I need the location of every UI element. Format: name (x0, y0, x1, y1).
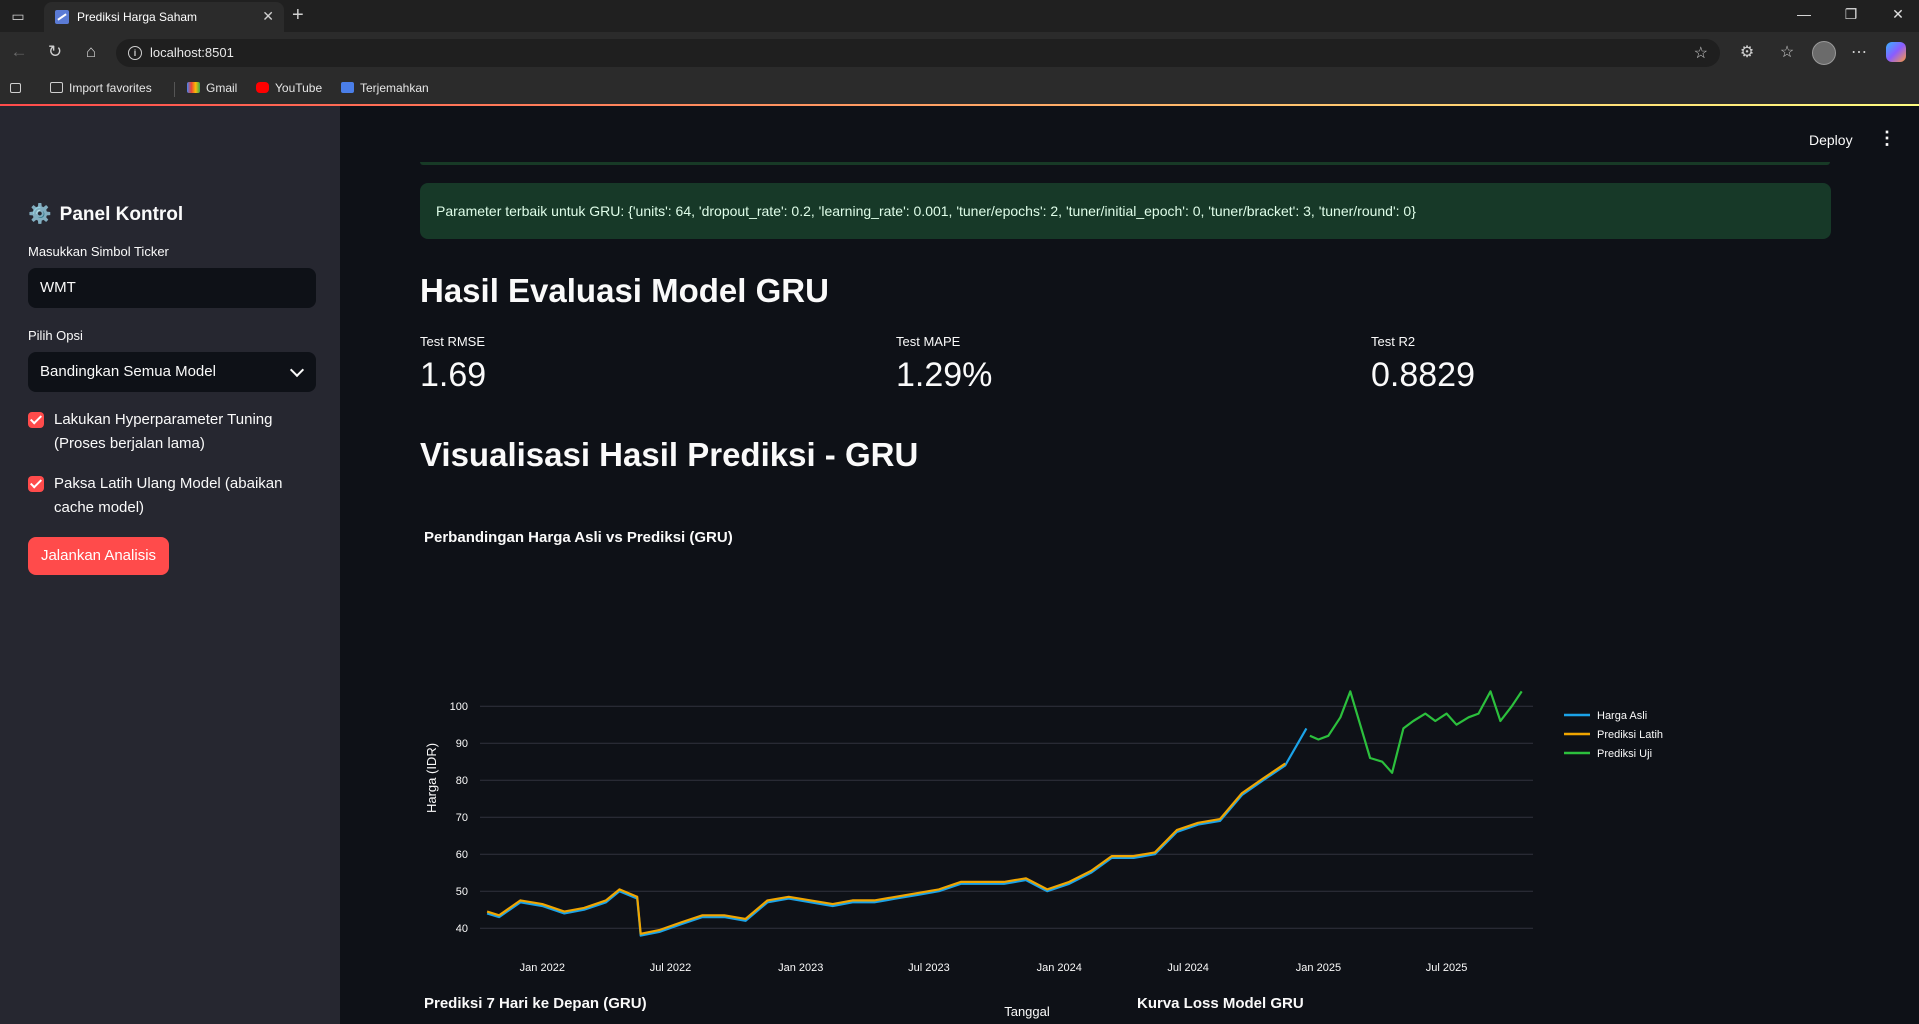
minimize-icon[interactable]: — (1797, 6, 1811, 22)
gear-icon: ⚙️ (28, 204, 52, 225)
main-content: Deploy ⋮ Parameter terbaik untuk GRU: {'… (340, 106, 1919, 1024)
legend-label: Harga Asli (1597, 710, 1647, 722)
translate-icon (341, 82, 354, 93)
option-label: Pilih Opsi (28, 328, 83, 343)
deploy-button[interactable]: Deploy (1809, 132, 1853, 148)
x-tick-label: Jan 2023 (778, 962, 823, 974)
option-select-value: Bandingkan Semua Model (40, 363, 216, 380)
metric-value: 1.69 (420, 356, 487, 394)
loss-title: Kurva Loss Model GRU (1137, 995, 1304, 1012)
y-tick-label: 60 (456, 849, 468, 861)
bookmark-gmail[interactable]: Gmail (187, 81, 237, 95)
bookmark-separator (174, 82, 175, 97)
browser-tab[interactable]: Prediksi Harga Saham ✕ (44, 2, 284, 32)
series-harga-asli (486, 727, 1308, 937)
y-tick-label: 70 (456, 812, 468, 824)
reading-list-icon[interactable] (10, 81, 27, 95)
back-icon[interactable]: ← (10, 42, 28, 61)
series-prediksi-uji (1309, 690, 1523, 774)
bookmark-import-favorites[interactable]: Import favorites (50, 81, 152, 95)
tuning-checkbox-label[interactable]: Lakukan Hyperparameter Tuning (Proses be… (54, 411, 273, 452)
run-analysis-button[interactable]: Jalankan Analisis (28, 537, 169, 575)
legend-label: Prediksi Latih (1597, 729, 1663, 741)
x-tick-label: Jul 2022 (650, 962, 692, 974)
x-tick-label: Jan 2025 (1296, 962, 1341, 974)
retrain-checkbox[interactable] (28, 476, 44, 492)
sidebar: ⚙️ Panel Kontrol Masukkan Simbol Ticker W… (0, 106, 340, 1024)
home-icon[interactable]: ⌂ (85, 42, 97, 61)
url-field[interactable]: i localhost:8501 ☆ (116, 39, 1720, 67)
chart-favicon-icon (55, 10, 69, 24)
favorite-star-icon[interactable]: ☆ (1693, 45, 1708, 62)
close-window-icon[interactable]: ✕ (1892, 6, 1904, 22)
y-tick-label: 50 (456, 886, 468, 898)
x-tick-label: Jul 2023 (908, 962, 950, 974)
x-tick-label: Jan 2022 (520, 962, 565, 974)
refresh-icon[interactable]: ↻ (47, 42, 63, 61)
y-tick-label: 40 (456, 923, 468, 935)
info-icon[interactable]: i (128, 46, 142, 60)
favorites-icon[interactable]: ☆ (1779, 44, 1795, 61)
restore-icon[interactable]: ❐ (1844, 6, 1858, 22)
forecast-title: Prediksi 7 Hari ke Depan (GRU) (424, 995, 647, 1012)
previous-alert-edge (420, 162, 1830, 165)
gmail-icon (187, 82, 200, 93)
profile-avatar[interactable] (1812, 41, 1836, 65)
folder-icon (50, 82, 63, 93)
metric-label: Test R2 (1371, 334, 1416, 349)
legend-label: Prediksi Uji (1597, 748, 1652, 760)
sidebar-title: ⚙️ Panel Kontrol (28, 204, 184, 225)
chevron-down-icon (289, 362, 305, 378)
address-bar: ← ↻ ⌂ i localhost:8501 ☆ ⚙ ☆ ⋯ (0, 32, 1919, 74)
y-tick-label: 100 (450, 701, 468, 713)
x-tick-label: Jul 2024 (1167, 962, 1209, 974)
main-menu-icon[interactable]: ⋮ (1878, 128, 1896, 148)
ticker-label: Masukkan Simbol Ticker (28, 244, 169, 259)
youtube-icon (256, 82, 269, 93)
extensions-icon[interactable]: ⚙ (1739, 44, 1755, 61)
option-select[interactable]: Bandingkan Semua Model (28, 352, 316, 392)
metric-value: 1.29% (896, 356, 993, 394)
y-tick-label: 90 (456, 738, 468, 750)
tab-title: Prediksi Harga Saham (77, 10, 198, 24)
success-alert: Parameter terbaik untuk GRU: {'units': 6… (420, 183, 1831, 239)
x-tick-label: Jan 2024 (1037, 962, 1082, 974)
metric-label: Test RMSE (420, 334, 486, 349)
close-tab-icon[interactable]: ✕ (262, 8, 274, 24)
copilot-icon[interactable] (1886, 42, 1906, 62)
metric-label: Test MAPE (896, 334, 961, 349)
tab-actions-icon[interactable]: ▭ (11, 8, 25, 24)
url-text: localhost:8501 (150, 45, 234, 60)
bookmark-youtube[interactable]: YouTube (256, 81, 322, 95)
bookmark-terjemahkan[interactable]: Terjemahkan (341, 81, 429, 95)
retrain-checkbox-label[interactable]: Paksa Latih Ulang Model (abaikan cache m… (54, 475, 283, 516)
ticker-input[interactable]: WMT (28, 268, 316, 308)
app-decoration-bar (0, 104, 1919, 106)
bookmarks-bar: Import favorites Gmail YouTube Terjemahk… (0, 74, 1919, 105)
new-tab-icon[interactable]: + (292, 4, 304, 26)
viz-heading: Visualisasi Hasil Prediksi - GRU (420, 436, 919, 473)
x-tick-label: Jul 2025 (1426, 962, 1468, 974)
y-axis-label: Harga (IDR) (424, 743, 439, 813)
eval-heading: Hasil Evaluasi Model GRU (420, 272, 829, 309)
price-chart[interactable]: 40 50 60 70 80 90 100 Jan 2022 Jul 2022 Jan 2023 J… (420, 556, 1720, 1024)
chart-title: Perbandingan Harga Asli vs Prediksi (GRU… (424, 529, 733, 546)
x-axis-label: Tanggal (1004, 1004, 1050, 1019)
browser-tabstrip: ▭ Prediksi Harga Saham ✕ + — ❐ ✕ (0, 0, 1919, 32)
tuning-checkbox[interactable] (28, 412, 44, 428)
more-menu-icon[interactable]: ⋯ (1851, 44, 1867, 61)
series-prediksi-latih (486, 762, 1286, 935)
metric-value: 0.8829 (1371, 356, 1475, 394)
y-tick-label: 80 (456, 775, 468, 787)
